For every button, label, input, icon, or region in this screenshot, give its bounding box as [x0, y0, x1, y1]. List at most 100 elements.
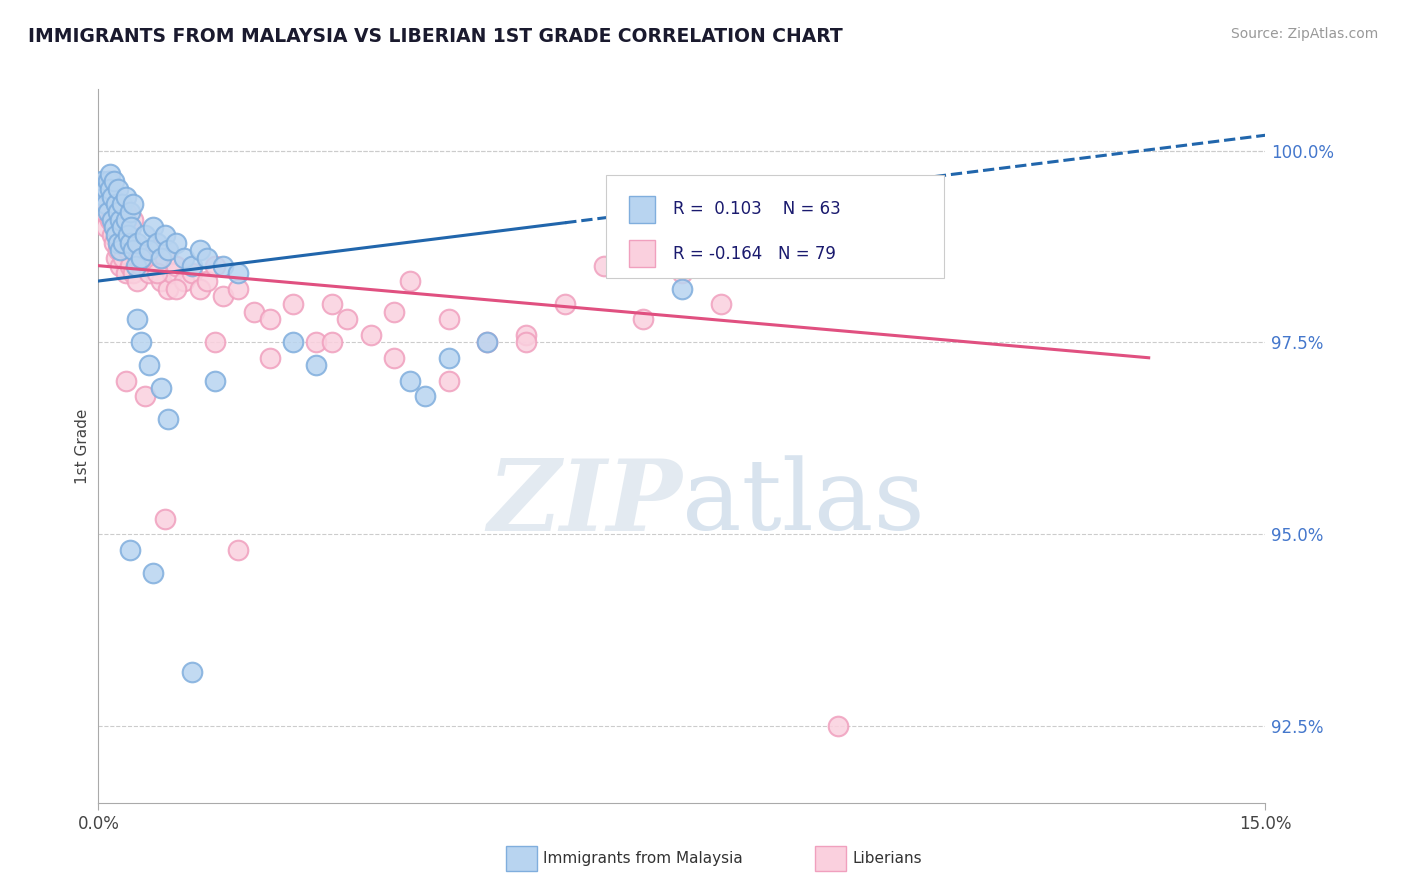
Point [321, 297, 343, 311]
Point [212, 289, 235, 303]
Point [111, 197, 134, 211]
Point [111, 220, 134, 235]
Point [104, 220, 127, 235]
Point [91, 189, 114, 203]
Point [104, 197, 127, 211]
Point [398, 374, 420, 388]
Text: Liberians: Liberians [852, 851, 922, 865]
Point [259, 312, 281, 326]
Point [93, 189, 115, 203]
Point [195, 274, 218, 288]
Point [142, 220, 165, 235]
Point [382, 351, 405, 365]
Point [114, 374, 136, 388]
Point [138, 244, 160, 258]
Point [98, 212, 121, 227]
Point [188, 282, 211, 296]
Point [117, 227, 139, 242]
Point [112, 251, 135, 265]
Point [129, 335, 152, 350]
Point [122, 266, 145, 280]
Point [437, 312, 460, 326]
Point [142, 566, 165, 580]
Point [107, 197, 129, 211]
Point [104, 227, 127, 242]
Text: ZIP: ZIP [486, 455, 682, 551]
Text: Source: ZipAtlas.com: Source: ZipAtlas.com [1230, 27, 1378, 41]
Point [180, 259, 202, 273]
Point [153, 251, 176, 265]
Point [114, 205, 136, 219]
Point [671, 266, 693, 280]
Point [93, 205, 115, 219]
Point [103, 205, 125, 219]
Point [228, 266, 250, 280]
Point [142, 244, 165, 258]
Point [122, 212, 145, 227]
Point [125, 259, 148, 273]
FancyBboxPatch shape [606, 175, 945, 278]
Point [107, 205, 129, 219]
Point [127, 274, 149, 288]
Point [477, 335, 499, 350]
Point [127, 235, 149, 250]
Point [108, 212, 131, 227]
Point [195, 251, 218, 265]
Point [114, 189, 136, 203]
Text: atlas: atlas [682, 455, 925, 551]
Point [228, 282, 250, 296]
Point [188, 244, 211, 258]
Point [120, 220, 142, 235]
Point [157, 244, 180, 258]
Point [98, 174, 121, 188]
Text: R = -0.164   N = 79: R = -0.164 N = 79 [672, 244, 835, 262]
Point [114, 266, 136, 280]
Point [118, 220, 141, 235]
Point [138, 359, 160, 373]
Point [111, 235, 134, 250]
Point [138, 266, 160, 280]
Point [101, 189, 124, 203]
Point [104, 251, 127, 265]
Point [101, 227, 124, 242]
Point [122, 197, 145, 211]
Point [134, 389, 156, 403]
Point [96, 197, 118, 211]
Point [593, 259, 616, 273]
Point [180, 266, 202, 280]
Point [382, 304, 405, 318]
Point [153, 227, 176, 242]
Point [173, 274, 195, 288]
Point [97, 197, 120, 211]
Point [120, 235, 142, 250]
FancyBboxPatch shape [630, 195, 655, 223]
Point [165, 259, 187, 273]
Point [321, 335, 343, 350]
Point [228, 542, 250, 557]
Point [108, 259, 131, 273]
Point [134, 251, 156, 265]
Point [118, 205, 141, 219]
Point [129, 259, 152, 273]
FancyBboxPatch shape [630, 240, 655, 267]
Point [413, 389, 436, 403]
Point [101, 189, 124, 203]
Point [97, 205, 120, 219]
Text: IMMIGRANTS FROM MALAYSIA VS LIBERIAN 1ST GRADE CORRELATION CHART: IMMIGRANTS FROM MALAYSIA VS LIBERIAN 1ST… [28, 27, 842, 45]
Point [281, 297, 304, 311]
Point [118, 542, 141, 557]
Point [157, 412, 180, 426]
Point [204, 259, 226, 273]
Point [360, 327, 382, 342]
Point [305, 335, 328, 350]
Point [134, 227, 156, 242]
Point [107, 235, 129, 250]
Point [437, 374, 460, 388]
Point [98, 182, 121, 196]
Point [112, 235, 135, 250]
Point [146, 266, 169, 280]
Point [437, 351, 460, 365]
Point [204, 374, 226, 388]
Point [165, 282, 187, 296]
Point [157, 282, 180, 296]
